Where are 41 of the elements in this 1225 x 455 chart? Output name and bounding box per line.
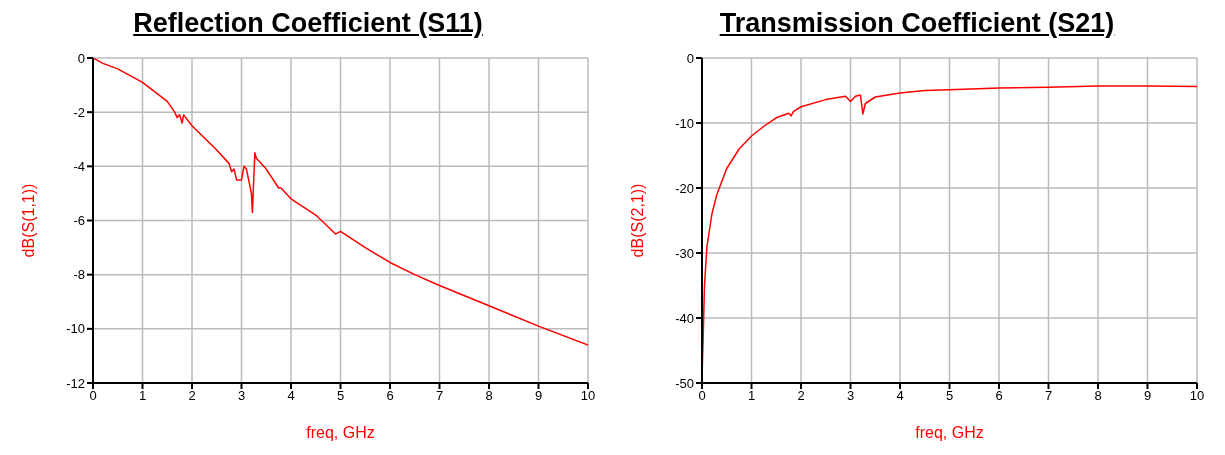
x-axis-title: freq, GHz	[915, 424, 984, 441]
x-tick-label: 9	[1143, 388, 1152, 404]
x-tick-label: 1	[138, 388, 147, 404]
x-tick-label: 4	[896, 388, 904, 404]
x-tick-label: 0	[89, 388, 97, 404]
y-tick-label: -6	[73, 213, 85, 229]
x-tick-label: 9	[534, 388, 543, 404]
y-tick-label: -30	[675, 245, 694, 261]
x-tick-label: 3	[237, 388, 246, 404]
y-tick-label: -20	[675, 180, 694, 196]
x-tick-label: 6	[386, 388, 394, 404]
x-tick-label: 4	[287, 388, 295, 404]
y-tick-label: -8	[73, 267, 85, 283]
y-tick-label: -12	[66, 375, 85, 391]
x-tick-label: 2	[797, 388, 805, 404]
y-tick-label: 0	[686, 50, 694, 66]
x-tick-label: 10	[1189, 388, 1205, 404]
x-tick-label: 1	[747, 388, 756, 404]
x-tick-label: 2	[188, 388, 196, 404]
x-tick-label: 5	[945, 388, 954, 404]
y-tick-label: -40	[675, 310, 694, 326]
x-tick-label: 5	[336, 388, 345, 404]
y-tick-label: -50	[675, 375, 694, 391]
x-axis-title: freq, GHz	[306, 424, 375, 441]
y-axis-title: dB(S(2,1))	[628, 183, 646, 258]
y-tick-label: 0	[77, 50, 85, 66]
x-tick-label: 8	[1094, 388, 1102, 404]
x-tick-label: 6	[995, 388, 1003, 404]
x-tick-label: 3	[846, 388, 855, 404]
y-tick-label: -2	[73, 104, 85, 120]
x-tick-label: 7	[1044, 388, 1053, 404]
x-tick-label: 7	[435, 388, 444, 404]
x-tick-label: 10	[580, 388, 596, 404]
x-tick-label: 0	[698, 388, 706, 404]
y-tick-label: -10	[675, 115, 694, 131]
x-tick-label: 8	[485, 388, 493, 404]
y-axis-title: dB(S(1,1))	[19, 183, 37, 258]
chart-title: Transmission Coefficient (S21)	[718, 8, 1116, 40]
y-tick-label: -4	[73, 158, 85, 174]
chart-title: Reflection Coefficient (S11)	[132, 8, 484, 40]
y-tick-label: -10	[66, 321, 85, 337]
